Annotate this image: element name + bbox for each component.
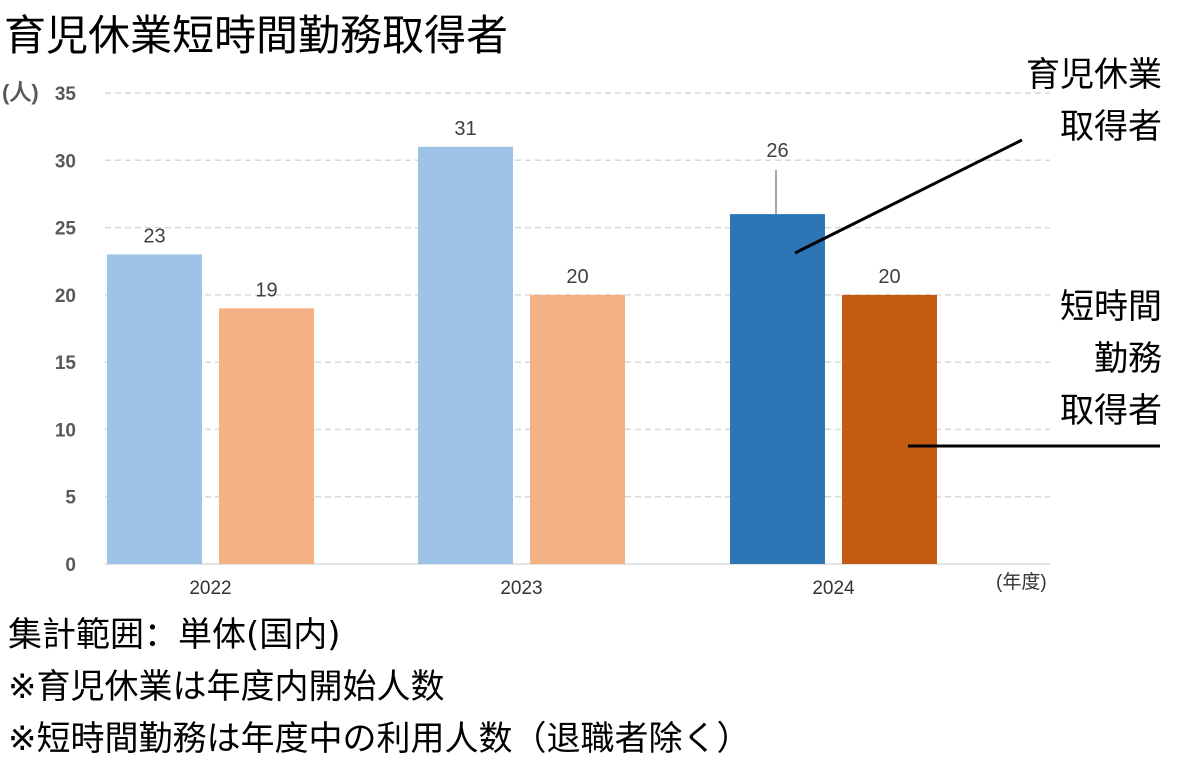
x-tick-label: 2022 <box>189 578 231 599</box>
callout-shorttime-line1: 短時間 <box>1060 287 1162 327</box>
y-tick-label: 10 <box>55 420 76 441</box>
data-label: 23 <box>143 225 165 247</box>
data-label: 31 <box>454 118 476 140</box>
data-label: 20 <box>566 266 588 288</box>
callout-shorttime-line2: 勤務 <box>1094 339 1162 379</box>
y-tick-label: 25 <box>55 219 77 240</box>
x-axis-label: (年度) <box>996 571 1047 593</box>
data-label: 20 <box>878 266 900 288</box>
y-tick-label: 30 <box>55 151 76 172</box>
y-axis-label: (人) <box>2 80 39 105</box>
bar-shorttime-2022 <box>219 308 314 564</box>
callout-childcare-line2: 取得者 <box>1060 107 1162 147</box>
bar-shorttime-2024 <box>842 294 937 564</box>
note-scope: 集計範囲：単体(国内) <box>8 615 341 655</box>
x-tick-label: 2024 <box>812 578 855 599</box>
bar-childcare-2023 <box>418 146 513 565</box>
y-tick-label: 0 <box>65 555 76 576</box>
note-childcare: ※育児休業は年度内開始人数 <box>8 667 445 707</box>
y-tick-label: 20 <box>55 286 76 307</box>
x-tick-label: 2023 <box>500 578 542 599</box>
data-label: 26 <box>766 140 788 162</box>
chart-title: 育児休業短時間勤務取得者 <box>4 11 508 60</box>
callout-shorttime-line3: 取得者 <box>1060 391 1162 431</box>
y-tick-label: 35 <box>55 84 77 105</box>
data-label: 19 <box>255 279 277 301</box>
bar-childcare-2024 <box>730 214 825 564</box>
bar-shorttime-2023 <box>530 294 625 564</box>
note-shorttime: ※短時間勤務は年度中の利用人数（退職者除く） <box>8 719 751 759</box>
y-tick-label: 5 <box>65 488 76 509</box>
y-tick-label: 15 <box>55 353 77 374</box>
bar-childcare-2022 <box>107 254 202 564</box>
callout-childcare-line1: 育児休業 <box>1026 55 1162 95</box>
callout-line-childcare <box>794 138 1023 255</box>
